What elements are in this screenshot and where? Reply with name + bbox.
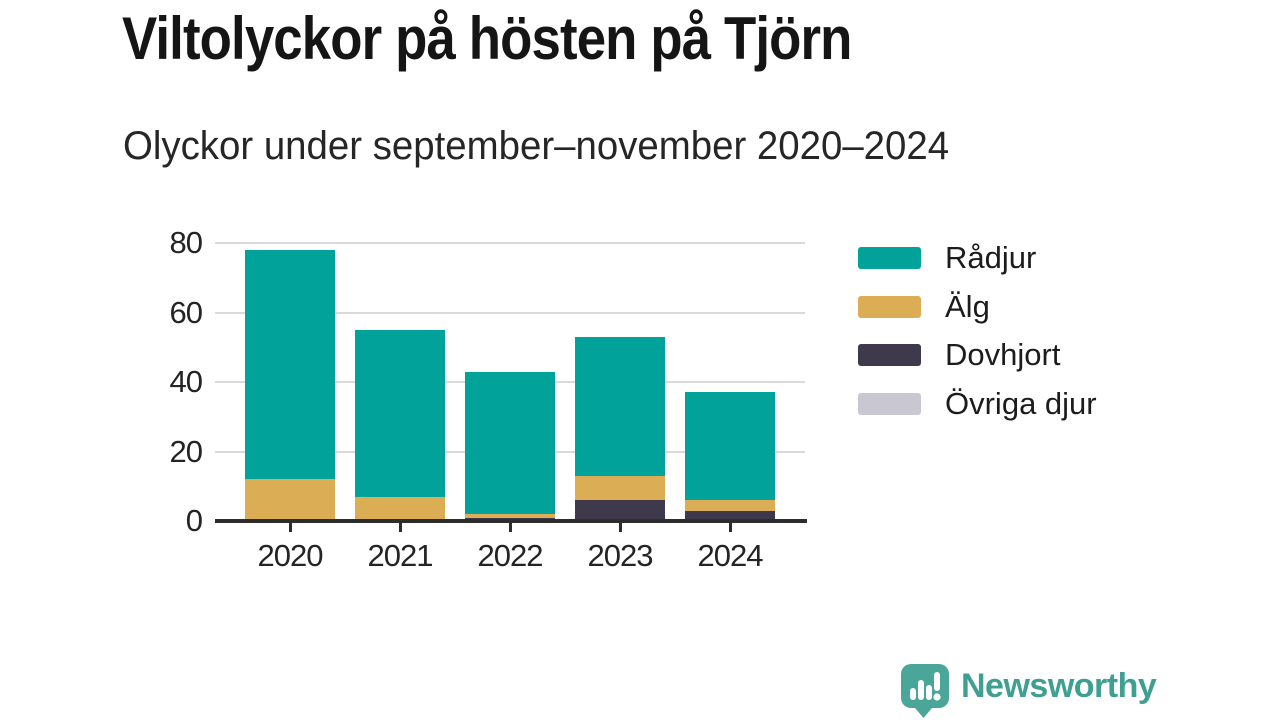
bar-2020 (245, 249, 335, 521)
bar-segment-2021-Rådjur (355, 329, 445, 497)
y-tick-label-0: 0 (185, 503, 203, 538)
y-tick-label-40: 40 (169, 364, 203, 399)
brand-footer: Newsworthy (901, 664, 1157, 718)
bar-segment-2020-Älg (245, 479, 335, 521)
x-tick-2024 (728, 523, 732, 532)
bar-segment-2023-Rådjur (575, 336, 665, 476)
legend-swatch-Övriga djur (858, 392, 921, 415)
y-tick-label-20: 20 (169, 433, 203, 469)
bar-segment-2023-Dovhjort (575, 500, 665, 521)
legend-label-Övriga djur: Övriga djur (945, 385, 1097, 421)
bar-segment-2024-Dovhjort (685, 510, 775, 521)
newsworthy-logo-icon (901, 664, 949, 718)
legend: Rådjur Älg Dovhjort Övriga djur (858, 240, 1097, 441)
bar-segment-2020-Rådjur (245, 249, 335, 480)
legend-swatch-Dovhjort (858, 344, 921, 366)
legend-item-Dovhjort: Dovhjort (858, 337, 1097, 372)
bar-2021 (355, 329, 445, 521)
chart-subtitle: Olyckor under september–november 2020–20… (123, 124, 950, 168)
bar-segment-2024-Rådjur (685, 392, 775, 501)
x-tick-label-2024: 2024 (697, 538, 764, 573)
bar-segment-2022-Rådjur (465, 371, 555, 515)
legend-item-Rådjur: Rådjur (858, 240, 1097, 275)
gridline-80 (215, 242, 805, 244)
brand-wordmark: Newsworthy (961, 667, 1157, 705)
bar-2023 (575, 336, 665, 521)
legend-label-Rådjur: Rådjur (945, 240, 1037, 275)
bar-segment-2023-Älg (575, 475, 665, 501)
bar-2022 (465, 371, 555, 521)
legend-label-Älg: Älg (945, 288, 990, 324)
x-tick-label-2021: 2021 (367, 538, 434, 573)
legend-swatch-Rådjur (858, 247, 921, 269)
legend-item-Älg: Älg (858, 289, 1097, 324)
x-tick-2022 (508, 523, 512, 532)
bar-segment-2021-Älg (355, 496, 445, 521)
y-tick-label-60: 60 (169, 294, 203, 330)
bar-2024 (685, 392, 775, 521)
x-tick-label-2020: 2020 (257, 538, 324, 573)
bar-segment-2022-Älg (465, 514, 555, 518)
x-tick-2021 (398, 523, 402, 532)
x-tick-2020 (288, 523, 292, 532)
x-tick-label-2023: 2023 (587, 538, 654, 573)
x-axis-line (215, 519, 807, 523)
x-tick-2023 (618, 523, 622, 532)
chart-title: Viltolyckor på hösten på Tjörn (122, 5, 852, 72)
bar-segment-2024-Älg (685, 500, 775, 511)
legend-label-Dovhjort: Dovhjort (945, 337, 1061, 372)
legend-item-Övriga djur: Övriga djur (858, 386, 1097, 421)
plot-area (215, 242, 805, 521)
y-tick-label-80: 80 (169, 225, 203, 260)
legend-swatch-Älg (858, 295, 921, 318)
x-tick-label-2022: 2022 (477, 538, 544, 573)
gridline-60 (215, 311, 805, 314)
